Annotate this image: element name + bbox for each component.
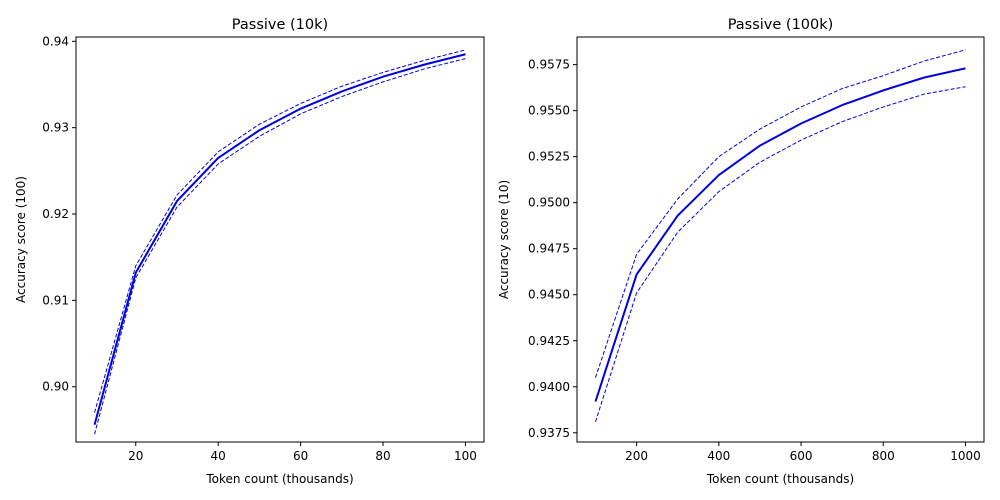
x-axis-label: Token count (thousands)	[205, 472, 353, 486]
x-tick-label: 20	[128, 449, 143, 463]
chart-title: Passive (100k)	[728, 17, 834, 33]
chart-passive-10k: 20 40 60 80 100 0.90 0.91 0.92 0.93 0.94 Passive (…	[14, 17, 485, 486]
y-tick-label: 0.91	[42, 293, 69, 307]
y-tick-label: 0.9500	[528, 196, 570, 210]
x-tick-label: 400	[707, 449, 730, 463]
chart-passive-100k: 200 400 600 800 1000 0.9375 0.9400 0.9425 0.9450…	[497, 17, 985, 486]
y-tick-label: 0.92	[42, 207, 69, 221]
x-tick-label: 200	[625, 449, 648, 463]
y-tick-label: 0.9525	[528, 150, 570, 164]
chart-title: Passive (10k)	[232, 17, 328, 33]
y-tick-label: 0.94	[42, 34, 69, 48]
y-axis-label: Accuracy score (100)	[14, 176, 28, 303]
y-tick-label: 0.9450	[528, 288, 570, 302]
y-tick-label: 0.9475	[528, 242, 570, 256]
y-tick-label: 0.9575	[528, 58, 570, 72]
plot-frame	[576, 36, 985, 443]
y-tick-label: 0.9400	[528, 380, 570, 394]
x-tick-label: 600	[790, 449, 813, 463]
x-tick-label: 80	[375, 449, 390, 463]
series-line-upper	[94, 49, 466, 413]
series-line-lower	[595, 86, 966, 422]
y-tick-label: 0.9425	[528, 334, 570, 348]
series-line-upper	[595, 49, 966, 378]
series-line-mean	[594, 67, 966, 402]
y-tick-label: 0.9550	[528, 104, 570, 118]
y-axis-label: Accuracy score (10)	[497, 180, 511, 299]
x-tick-label: 800	[872, 449, 895, 463]
x-tick-label: 1000	[950, 449, 981, 463]
y-tick-label: 0.90	[42, 380, 69, 394]
x-tick-label: 40	[211, 449, 226, 463]
y-tick-label: 0.93	[42, 121, 69, 135]
plot-frame	[75, 36, 485, 443]
series-line-mean	[93, 53, 466, 425]
x-tick-label: 100	[454, 449, 477, 463]
x-tick-label: 60	[293, 449, 308, 463]
x-axis-label: Token count (thousands)	[706, 472, 854, 486]
y-tick-label: 0.9375	[528, 426, 570, 440]
